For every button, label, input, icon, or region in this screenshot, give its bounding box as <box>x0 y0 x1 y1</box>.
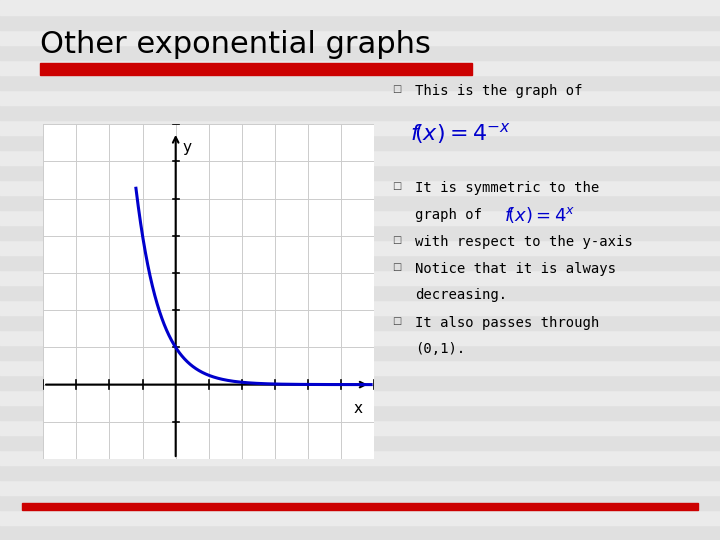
Bar <box>0 360 720 375</box>
Text: $f\!(x) = 4^{x}$: $f\!(x) = 4^{x}$ <box>504 205 575 225</box>
Text: □: □ <box>392 84 402 94</box>
Bar <box>0 120 720 135</box>
Text: Other exponential graphs: Other exponential graphs <box>40 30 431 59</box>
Bar <box>0 195 720 210</box>
Bar <box>0 450 720 465</box>
Text: □: □ <box>392 262 402 272</box>
Text: with respect to the y-axis: with respect to the y-axis <box>415 235 633 249</box>
Text: Notice that it is always: Notice that it is always <box>415 262 616 276</box>
Bar <box>0 300 720 315</box>
Bar <box>0 90 720 105</box>
Text: This is the graph of: This is the graph of <box>415 84 583 98</box>
Bar <box>0 405 720 420</box>
Bar <box>0 75 720 90</box>
Bar <box>0 390 720 405</box>
Text: x: x <box>354 401 363 416</box>
Bar <box>0 480 720 495</box>
Text: □: □ <box>392 181 402 191</box>
Text: (0,1).: (0,1). <box>415 342 466 356</box>
Bar <box>0 315 720 330</box>
Bar <box>0 375 720 390</box>
Text: □: □ <box>392 235 402 245</box>
Text: y: y <box>183 140 192 155</box>
Bar <box>0 45 720 60</box>
Bar <box>0 165 720 180</box>
Text: graph of: graph of <box>415 208 482 222</box>
Bar <box>0 465 720 480</box>
Bar <box>0 225 720 240</box>
Bar <box>0 270 720 285</box>
Bar <box>0 15 720 30</box>
Bar <box>0 0 720 15</box>
Bar <box>0 60 720 75</box>
Bar <box>0 135 720 150</box>
Bar <box>0 210 720 225</box>
Bar <box>0 150 720 165</box>
Bar <box>0 435 720 450</box>
Bar <box>0 285 720 300</box>
Text: $f\!(x) = 4^{-x}$: $f\!(x) = 4^{-x}$ <box>410 122 511 146</box>
Bar <box>22 503 698 510</box>
Text: decreasing.: decreasing. <box>415 288 508 302</box>
Bar <box>0 420 720 435</box>
Bar <box>0 255 720 270</box>
Bar <box>0 180 720 195</box>
Bar <box>0 495 720 510</box>
Bar <box>0 30 720 45</box>
Text: It also passes through: It also passes through <box>415 316 600 330</box>
Bar <box>40 63 472 75</box>
Bar <box>0 345 720 360</box>
Bar <box>0 525 720 540</box>
Bar <box>0 330 720 345</box>
Bar <box>0 240 720 255</box>
Text: It is symmetric to the: It is symmetric to the <box>415 181 600 195</box>
Bar <box>0 510 720 525</box>
Bar <box>0 105 720 120</box>
Text: □: □ <box>392 316 402 326</box>
